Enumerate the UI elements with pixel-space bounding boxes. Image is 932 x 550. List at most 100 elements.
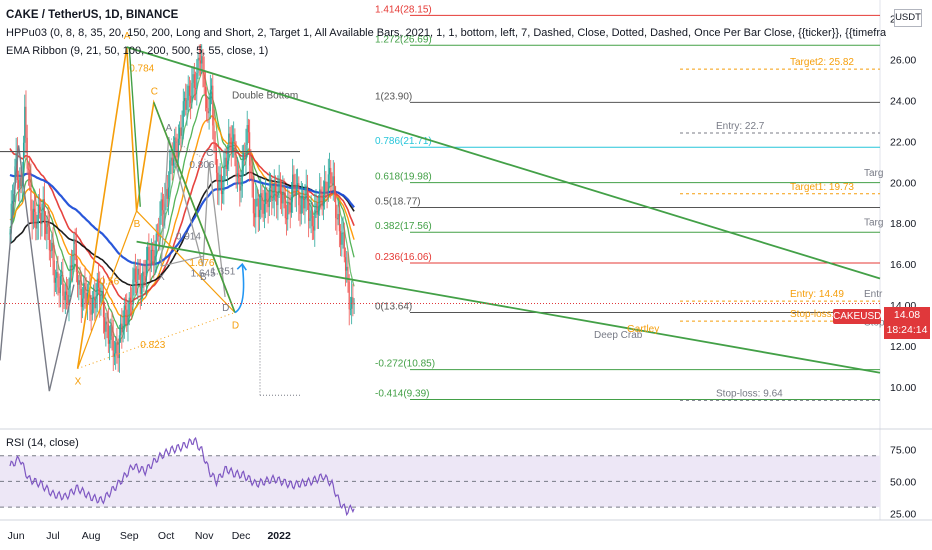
candle-body: [147, 247, 149, 261]
candle-body: [195, 87, 197, 90]
candle-body: [108, 339, 111, 344]
candle-body: [254, 213, 256, 218]
candle-body: [287, 201, 289, 220]
candle-body: [56, 272, 58, 278]
price-tick-label: 10.00: [890, 382, 916, 394]
candle-body: [346, 266, 348, 271]
candle-body: [315, 203, 317, 210]
candle-body: [247, 125, 249, 133]
candle-body: [101, 291, 103, 295]
candle-body: [73, 240, 75, 265]
candle-body: [230, 137, 232, 152]
candle-body: [305, 185, 307, 199]
candle-body: [236, 173, 238, 177]
pattern-point-label: B: [134, 219, 141, 230]
candle-body: [24, 106, 26, 143]
fib-level-label: -0.272(10.85): [375, 359, 435, 370]
candle-body: [233, 134, 235, 142]
candle-body: [64, 291, 66, 301]
ticker-badge: CAKEUSDT: [833, 309, 888, 324]
candle-body: [316, 203, 318, 215]
candle-body: [224, 157, 226, 167]
candle-body: [348, 281, 350, 310]
candle-body: [215, 148, 218, 173]
candle-body: [160, 199, 162, 216]
candle-body: [274, 185, 277, 192]
candle-body: [79, 280, 81, 289]
candle-body: [199, 60, 202, 64]
candle-body: [40, 213, 42, 225]
fib-level-label: 0.382(17.56): [375, 221, 432, 232]
candle-body: [110, 324, 112, 340]
candle-body: [50, 250, 52, 252]
candle-body: [121, 323, 123, 333]
bar-countdown: 18:24:14: [886, 324, 928, 336]
candle-body: [9, 233, 11, 235]
candle-body: [75, 243, 77, 272]
candle-body: [201, 56, 203, 64]
candle-body: [295, 185, 297, 196]
candle-body: [206, 96, 208, 109]
ema-ribbon-legend[interactable]: EMA Ribbon (9, 21, 50, 100, 200, 500, 5,…: [6, 45, 269, 57]
candle-body: [265, 192, 267, 204]
candle-body: [261, 193, 263, 202]
pattern-ratio-label: 0.56: [100, 277, 120, 288]
candle-body: [105, 321, 107, 332]
candle-body: [19, 177, 21, 188]
candle-body: [298, 183, 300, 206]
candle-body: [352, 297, 354, 304]
pattern-ratio-label: 1.676: [189, 258, 214, 269]
candle-body: [246, 125, 248, 145]
candle-body: [48, 226, 50, 251]
candle-body: [319, 189, 321, 208]
candle-body: [344, 257, 347, 271]
candle-body: [156, 233, 159, 235]
candle-body: [21, 176, 23, 187]
candle-body: [198, 57, 200, 61]
candle-body: [89, 291, 91, 310]
candle-body: [137, 268, 139, 284]
candle-body: [107, 324, 109, 344]
candle-body: [158, 233, 160, 237]
candle-body: [252, 182, 254, 214]
candle-body: [290, 197, 292, 213]
candle-body: [340, 231, 342, 245]
candle-body: [238, 173, 240, 179]
candle-body: [289, 202, 291, 213]
currency-label[interactable]: USDT: [894, 9, 922, 27]
price-tick-label: 22.00: [890, 136, 916, 148]
candle-body: [309, 218, 311, 221]
projection-arrowhead: [236, 262, 247, 271]
pattern-ratio-label: 1.351: [210, 266, 235, 277]
pattern-cd-leg: [153, 102, 236, 313]
candle-body: [43, 199, 45, 224]
candle-body: [333, 176, 336, 192]
price-tick-label: 24.00: [890, 95, 916, 107]
candle-body: [169, 160, 171, 188]
candle-body: [18, 180, 20, 188]
candle-body: [29, 169, 31, 180]
candle-body: [341, 232, 343, 245]
candle-body: [171, 157, 173, 166]
candle-body: [244, 153, 246, 160]
rsi-legend[interactable]: RSI (14, close): [6, 437, 79, 449]
candle-body: [269, 184, 272, 189]
candle-body: [285, 218, 288, 220]
candle-body: [317, 207, 320, 215]
candle-body: [25, 106, 27, 138]
candle-body: [124, 305, 127, 310]
candle-body: [308, 200, 310, 221]
candle-body: [235, 155, 237, 177]
candle-body: [139, 274, 141, 294]
candle-body: [191, 82, 193, 104]
candle-body: [112, 336, 114, 357]
fib-level-label: 1(23.90): [375, 91, 412, 102]
harmonic-bd-leg: [136, 210, 236, 313]
candle-body: [11, 200, 14, 204]
candle-body: [52, 242, 54, 261]
secondary-point-label: C: [206, 148, 213, 159]
candle-body: [94, 296, 96, 309]
candle-body: [115, 342, 117, 354]
harmonic-indicator-legend[interactable]: HPPu03 (0, 8, 8, 35, 20, 150, 200, Long …: [6, 27, 886, 39]
